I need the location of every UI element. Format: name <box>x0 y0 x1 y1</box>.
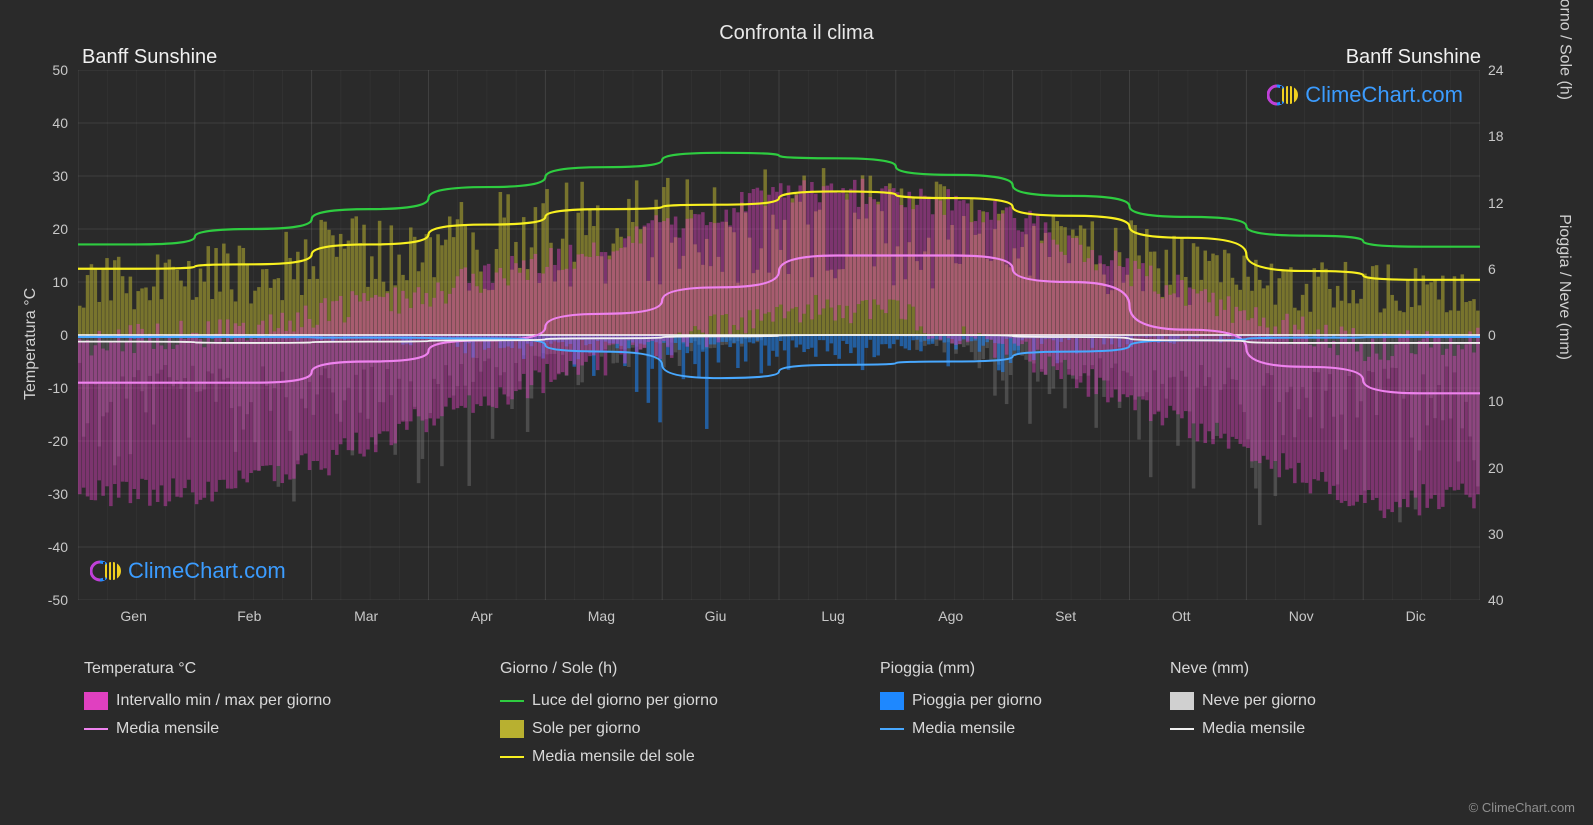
tick-label: Lug <box>821 608 844 624</box>
tick-label: Mar <box>354 608 378 624</box>
tick-label: 40 <box>28 115 68 131</box>
logo-icon <box>90 558 124 584</box>
tick-label: Ago <box>938 608 963 624</box>
y-axis-right-top-label: Giorno / Sole (h) <box>1555 0 1573 100</box>
legend-item-label: Media mensile del sole <box>532 748 695 766</box>
legend-heading: Temperatura °C <box>84 660 331 678</box>
legend-group: Temperatura °C Intervallo min / max per g… <box>84 660 331 748</box>
location-label-left: Banff Sunshine <box>82 46 217 69</box>
legend-item-label: Media mensile <box>1202 720 1305 738</box>
tick-label: 6 <box>1488 261 1496 277</box>
legend-heading: Giorno / Sole (h) <box>500 660 718 678</box>
legend-heading: Pioggia (mm) <box>880 660 1042 678</box>
legend-item-label: Pioggia per giorno <box>912 692 1042 710</box>
tick-label: -50 <box>28 592 68 608</box>
tick-label: 30 <box>1488 526 1504 542</box>
copyright-text: © ClimeChart.com <box>1469 800 1575 815</box>
legend-group: Giorno / Sole (h) Luce del giorno per gio… <box>500 660 718 776</box>
tick-label: Feb <box>237 608 261 624</box>
legend-item-label: Sole per giorno <box>532 720 641 738</box>
tick-label: 18 <box>1488 128 1504 144</box>
legend-item: Intervallo min / max per giorno <box>84 692 331 710</box>
legend-item: Neve per giorno <box>1170 692 1316 710</box>
tick-label: Apr <box>471 608 493 624</box>
tick-label: -20 <box>28 433 68 449</box>
watermark-text: ClimeChart.com <box>1305 82 1463 108</box>
legend-group: Neve (mm) Neve per giorno Media mensile <box>1170 660 1316 748</box>
watermark-top: ClimeChart.com <box>1267 82 1463 108</box>
legend-item: Media mensile <box>880 720 1042 738</box>
legend-item-label: Media mensile <box>116 720 219 738</box>
legend-item: Pioggia per giorno <box>880 692 1042 710</box>
legend-swatch-icon <box>500 720 524 738</box>
tick-label: Nov <box>1289 608 1314 624</box>
tick-label: 20 <box>28 221 68 237</box>
tick-label: Giu <box>705 608 727 624</box>
y-axis-right-bottom-label: Pioggia / Neve (mm) <box>1555 214 1573 360</box>
tick-label: 0 <box>28 327 68 343</box>
chart-title: Confronta il clima <box>0 22 1593 45</box>
legend-item: Media mensile del sole <box>500 748 718 766</box>
tick-label: Gen <box>120 608 146 624</box>
logo-icon <box>1267 82 1301 108</box>
tick-label: 12 <box>1488 195 1504 211</box>
legend-line-icon <box>1170 728 1194 730</box>
tick-label: -30 <box>28 486 68 502</box>
legend-item-label: Intervallo min / max per giorno <box>116 692 331 710</box>
tick-label: -40 <box>28 539 68 555</box>
legend-item: Media mensile <box>1170 720 1316 738</box>
tick-label: 20 <box>1488 460 1504 476</box>
legend-group: Pioggia (mm) Pioggia per giorno Media mens… <box>880 660 1042 748</box>
tick-label: Dic <box>1406 608 1426 624</box>
legend-item: Sole per giorno <box>500 720 718 738</box>
location-label-right: Banff Sunshine <box>1346 46 1481 69</box>
legend-item-label: Neve per giorno <box>1202 692 1316 710</box>
watermark-bottom: ClimeChart.com <box>90 558 286 584</box>
legend-swatch-icon <box>880 692 904 710</box>
tick-label: -10 <box>28 380 68 396</box>
climate-chart <box>78 70 1480 600</box>
legend-line-icon <box>84 728 108 730</box>
tick-label: Ott <box>1172 608 1191 624</box>
legend-item: Media mensile <box>84 720 331 738</box>
watermark-text: ClimeChart.com <box>128 558 286 584</box>
legend-line-icon <box>500 756 524 758</box>
tick-label: 0 <box>1488 327 1496 343</box>
legend-heading: Neve (mm) <box>1170 660 1316 678</box>
legend-item-label: Luce del giorno per giorno <box>532 692 718 710</box>
tick-label: 24 <box>1488 62 1504 78</box>
tick-label: 10 <box>1488 393 1504 409</box>
legend-item-label: Media mensile <box>912 720 1015 738</box>
tick-label: Set <box>1055 608 1076 624</box>
legend-item: Luce del giorno per giorno <box>500 692 718 710</box>
legend-swatch-icon <box>84 692 108 710</box>
tick-label: 30 <box>28 168 68 184</box>
tick-label: 10 <box>28 274 68 290</box>
tick-label: Mag <box>588 608 615 624</box>
tick-label: 50 <box>28 62 68 78</box>
legend-swatch-icon <box>1170 692 1194 710</box>
tick-label: 40 <box>1488 592 1504 608</box>
legend-line-icon <box>880 728 904 730</box>
legend-line-icon <box>500 700 524 702</box>
